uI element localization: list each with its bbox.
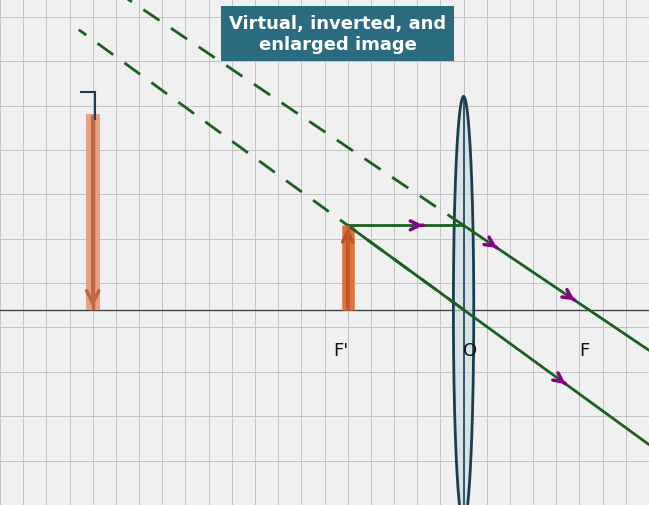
- Text: O: O: [463, 341, 478, 359]
- Text: F: F: [579, 341, 589, 359]
- Polygon shape: [454, 97, 474, 505]
- Text: Virtual, inverted, and
enlarged image: Virtual, inverted, and enlarged image: [229, 15, 446, 54]
- Text: F': F': [333, 341, 349, 359]
